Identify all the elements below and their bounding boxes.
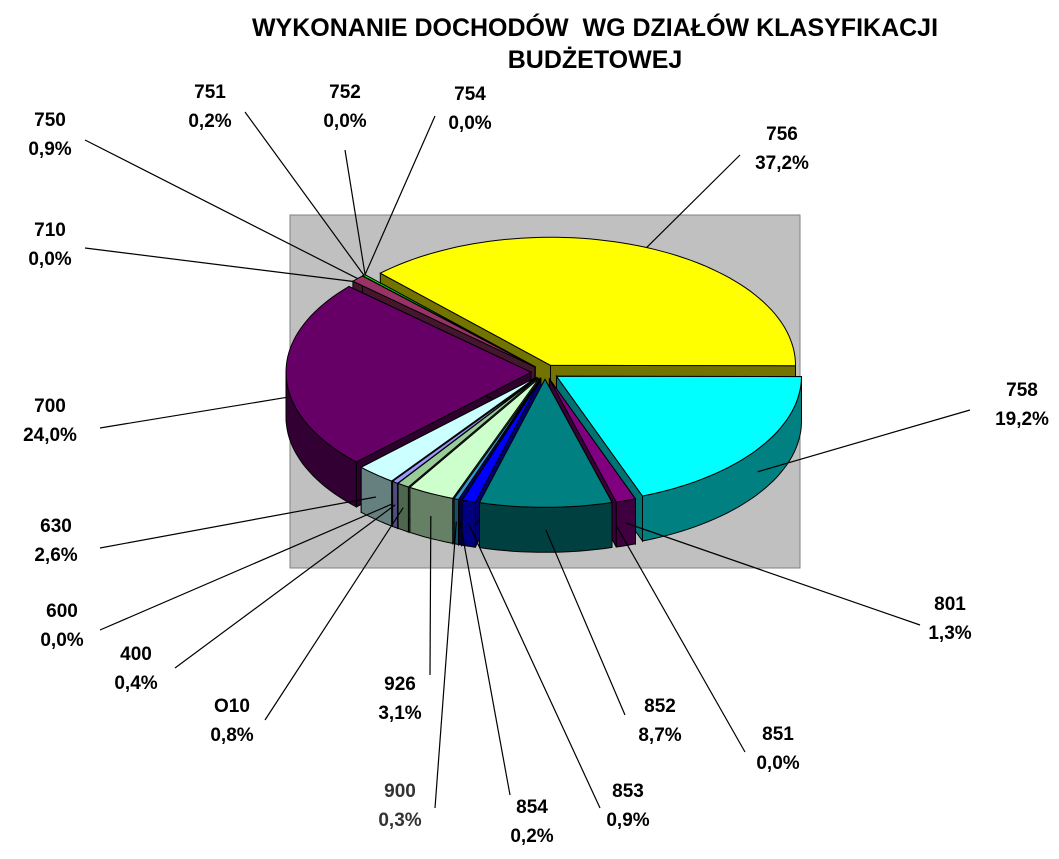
slice bbox=[555, 374, 803, 543]
data-label: 8,7% bbox=[638, 725, 681, 746]
data-label-category: 851 bbox=[762, 724, 794, 745]
slice-top bbox=[555, 375, 803, 497]
data-label: 2,6% bbox=[34, 545, 77, 566]
leader-line bbox=[625, 522, 921, 626]
data-label: 3,1% bbox=[378, 703, 421, 724]
data-label-category: 926 bbox=[384, 674, 416, 695]
data-label: 0,0% bbox=[756, 753, 799, 774]
data-label: 0,3% bbox=[378, 810, 421, 831]
data-label-category: 600 bbox=[46, 601, 78, 622]
data-label-category: 751 bbox=[194, 82, 226, 103]
data-label: 0,4% bbox=[114, 673, 157, 694]
leader-line bbox=[646, 154, 741, 248]
slice-side bbox=[397, 482, 409, 533]
leader-line bbox=[757, 409, 971, 473]
data-label-category: 700 bbox=[34, 396, 66, 417]
chart-title: WYKONANIE DOCHODÓW WG DZIAŁÓW KLASYFIKAC… bbox=[251, 14, 945, 74]
data-label-category: 853 bbox=[612, 781, 644, 802]
data-label: 0,0% bbox=[40, 630, 83, 651]
leader-line bbox=[84, 247, 353, 282]
slice bbox=[478, 378, 613, 553]
slice-top bbox=[397, 377, 538, 488]
data-label: 19,2% bbox=[995, 409, 1049, 430]
slice-top bbox=[478, 378, 613, 508]
data-label: 24,0% bbox=[23, 425, 77, 446]
data-label: 1,3% bbox=[928, 623, 971, 644]
data-label: 37,2% bbox=[755, 153, 809, 174]
data-label: 0,2% bbox=[188, 111, 231, 132]
slice-side bbox=[479, 501, 613, 553]
slice-top bbox=[408, 378, 540, 499]
leader-line bbox=[174, 504, 396, 669]
leader-line bbox=[434, 521, 457, 809]
leader-line bbox=[99, 503, 393, 631]
leader-line bbox=[545, 529, 626, 716]
data-label-category: 710 bbox=[34, 220, 66, 241]
leader-line bbox=[459, 522, 511, 796]
data-label-category: 400 bbox=[120, 644, 152, 665]
leader-line bbox=[84, 139, 358, 280]
data-label-category: 854 bbox=[516, 797, 548, 818]
data-label-category: 758 bbox=[1006, 380, 1038, 401]
data-label: 0,0% bbox=[448, 113, 491, 134]
leader-line bbox=[429, 515, 432, 676]
data-label-category: O10 bbox=[214, 696, 250, 717]
data-label-category: 750 bbox=[34, 110, 66, 131]
slice-side bbox=[615, 498, 636, 548]
leader-line bbox=[468, 523, 601, 809]
leader-line bbox=[364, 115, 436, 275]
data-label: 0,0% bbox=[28, 249, 71, 270]
leader-line bbox=[264, 507, 404, 721]
data-label: 0,0% bbox=[323, 111, 366, 132]
data-label: 0,8% bbox=[210, 725, 253, 746]
leader-line bbox=[244, 111, 365, 276]
data-label-category: 852 bbox=[644, 696, 676, 717]
data-label: 0,2% bbox=[510, 826, 553, 847]
slice-top bbox=[461, 378, 542, 503]
data-label-category: 756 bbox=[766, 124, 798, 145]
leader-line bbox=[99, 396, 287, 429]
slice-side bbox=[461, 499, 476, 548]
slice-top bbox=[285, 285, 533, 463]
leader-line bbox=[344, 149, 366, 275]
data-label: 0,9% bbox=[28, 139, 71, 160]
leader-line bbox=[615, 524, 746, 753]
data-label: 0,9% bbox=[606, 810, 649, 831]
data-label-category: 752 bbox=[329, 82, 361, 103]
slice-top bbox=[360, 377, 537, 482]
data-label-category: 900 bbox=[384, 781, 416, 802]
data-label-category: 630 bbox=[40, 516, 72, 537]
leader-line bbox=[99, 496, 376, 549]
data-label-category: 754 bbox=[454, 84, 486, 105]
data-label-category: 801 bbox=[934, 594, 966, 615]
slice-top bbox=[548, 378, 637, 503]
